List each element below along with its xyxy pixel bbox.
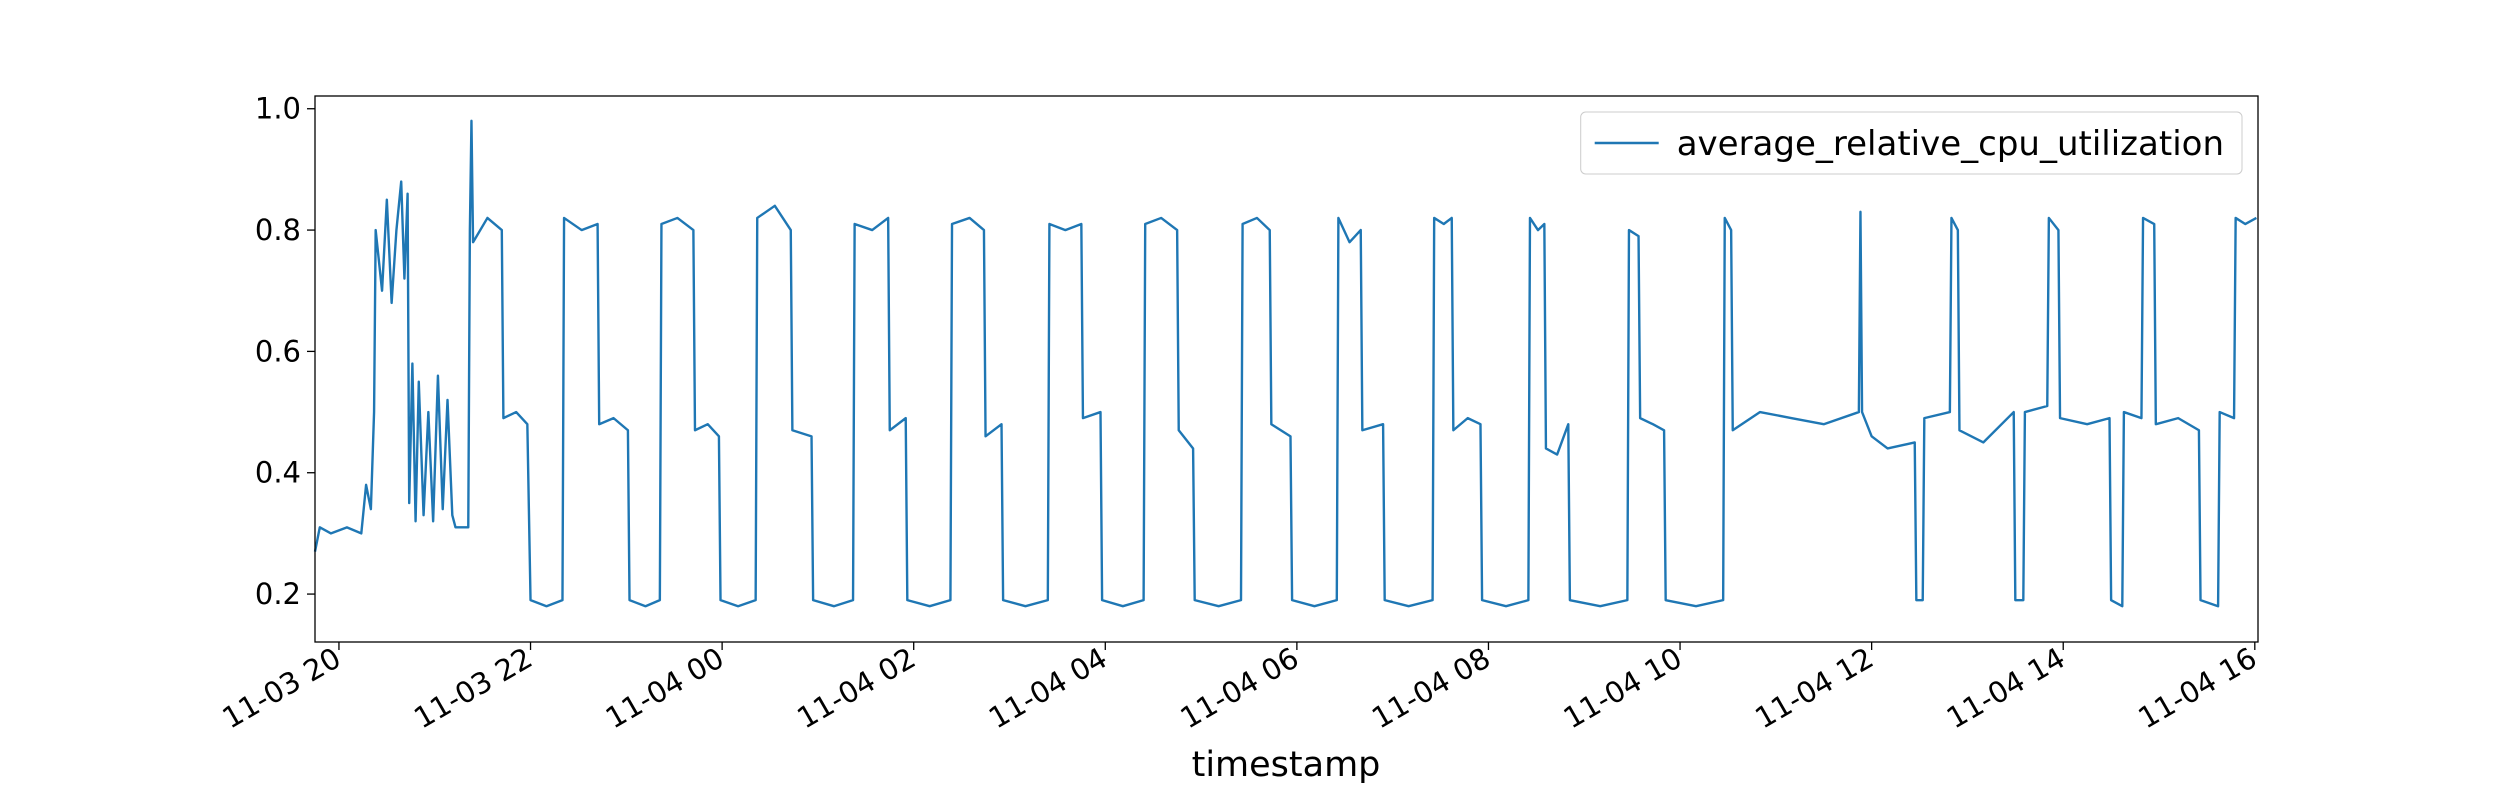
x-tick-label: 11-03 20 [217,641,347,736]
y-tick-label: 0.4 [255,456,301,490]
plot-frame [314,95,2259,643]
y-tick-label: 0.8 [255,213,301,247]
series-line [313,119,2257,608]
x-tick-label: 11-04 06 [1174,641,1304,736]
x-tick-label: 11-03 22 [408,641,538,736]
legend-label: average_relative_cpu_utilization [1677,124,2224,164]
legend-box [1580,111,2243,175]
x-tick-label: 11-04 10 [1558,641,1688,736]
y-tick-label: 0.2 [255,577,301,611]
x-axis-label: timestamp [1192,745,1381,785]
y-tick-label: 0.6 [255,334,301,368]
x-tick-label: 11-04 08 [1366,641,1496,736]
x-tick-label: 11-04 16 [2132,641,2262,736]
x-tick-label: 11-04 02 [791,641,921,736]
x-tick-label: 11-04 04 [983,641,1113,736]
x-tick-label: 11-04 12 [1749,641,1879,736]
x-tick-label: 11-04 14 [1941,641,2071,736]
y-tick-label: 1.0 [255,92,301,126]
x-tick-label: 11-04 00 [600,641,730,736]
legend: average_relative_cpu_utilization [1580,111,2243,175]
